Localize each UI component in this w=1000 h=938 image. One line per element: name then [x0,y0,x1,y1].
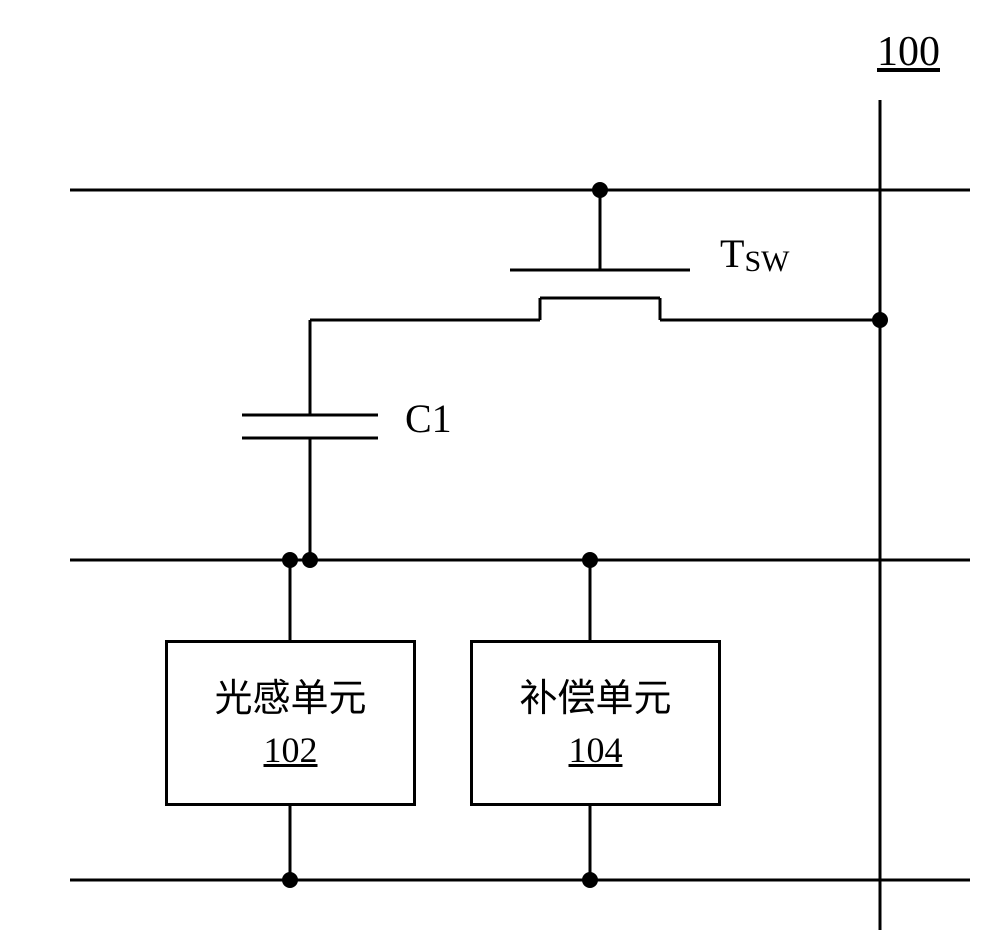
block-compensation-title: 补偿单元 [519,675,671,724]
figure-ref-number: 100 [877,28,940,76]
node-right-bot [582,872,598,888]
node-right-mid [582,552,598,568]
block-compensation: 补偿单元 104 [470,640,721,806]
block-compensation-number: 104 [569,729,623,771]
transistor-label-sub: SW [744,245,789,278]
block-photosensor-number: 102 [264,729,318,771]
node-left-bot [282,872,298,888]
block-photosensor-title: 光感单元 [214,675,366,724]
capacitor-label: C1 [405,395,452,442]
transistor-label: TSW [720,230,789,279]
block-photosensor: 光感单元 102 [165,640,416,806]
node-left-mid [282,552,298,568]
node-cap-mid [302,552,318,568]
node-mos-top [592,182,608,198]
transistor-label-base: T [720,231,744,276]
circuit-diagram: 100 TSW C1 光感单元 102 补偿单元 104 [0,0,1000,938]
node-mos-right [872,312,888,328]
